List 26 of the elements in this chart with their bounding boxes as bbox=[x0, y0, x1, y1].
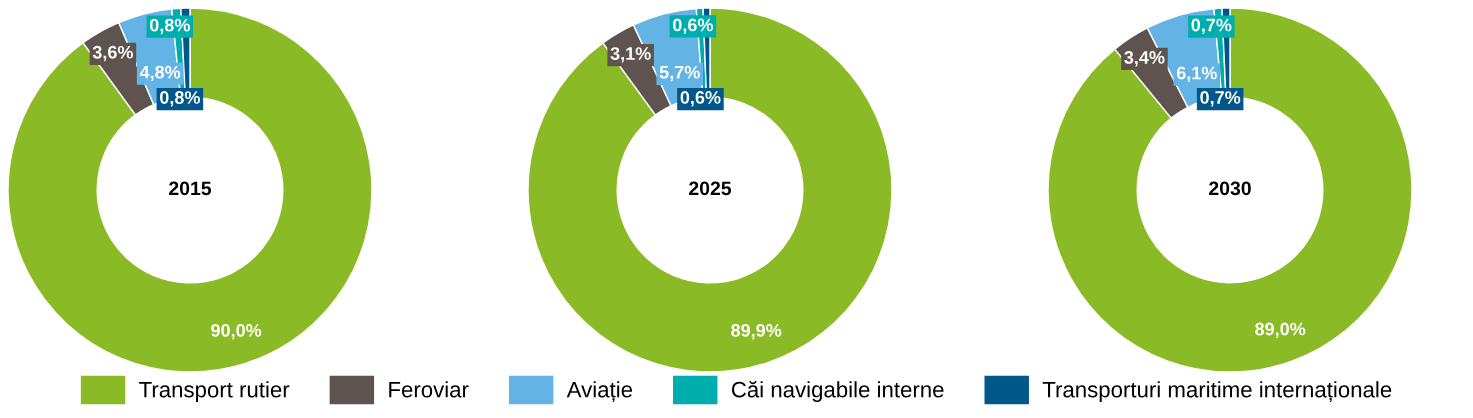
text: 2015 bbox=[169, 181, 212, 196]
legend-label: Căi navigabile interne bbox=[731, 380, 944, 402]
data-label: 0,7% bbox=[1191, 18, 1232, 35]
data-label: 3,1% bbox=[610, 47, 651, 63]
data-label: 89,9% bbox=[731, 323, 782, 340]
data-label: 0,6% bbox=[673, 18, 713, 34]
text: 2030 bbox=[1209, 181, 1251, 196]
data-label: 0,6% bbox=[680, 91, 721, 107]
data-label: 4,8% bbox=[139, 65, 181, 82]
data-label: 6,1% bbox=[1176, 66, 1217, 83]
legend-label: Transport rutier bbox=[139, 381, 290, 402]
data-label: 0,7% bbox=[1200, 91, 1241, 107]
donut-slice bbox=[527, 7, 893, 373]
data-label: 3,6% bbox=[92, 45, 133, 62]
donut-slice bbox=[7, 7, 373, 373]
legend-label: Aviație bbox=[566, 381, 633, 402]
legend-label: Transporturi maritime internaționale bbox=[1042, 381, 1392, 402]
data-label: 0,8% bbox=[149, 18, 190, 35]
data-label: 0,8% bbox=[160, 91, 200, 107]
text: 2025 bbox=[689, 181, 732, 196]
data-label: 89,0% bbox=[1255, 322, 1306, 339]
data-label: 5,7% bbox=[659, 65, 700, 82]
data-label: 3,4% bbox=[1124, 51, 1165, 67]
data-label: 90,0% bbox=[211, 324, 262, 340]
donut-slice bbox=[1047, 7, 1413, 373]
legend-label: Feroviar bbox=[389, 381, 469, 398]
